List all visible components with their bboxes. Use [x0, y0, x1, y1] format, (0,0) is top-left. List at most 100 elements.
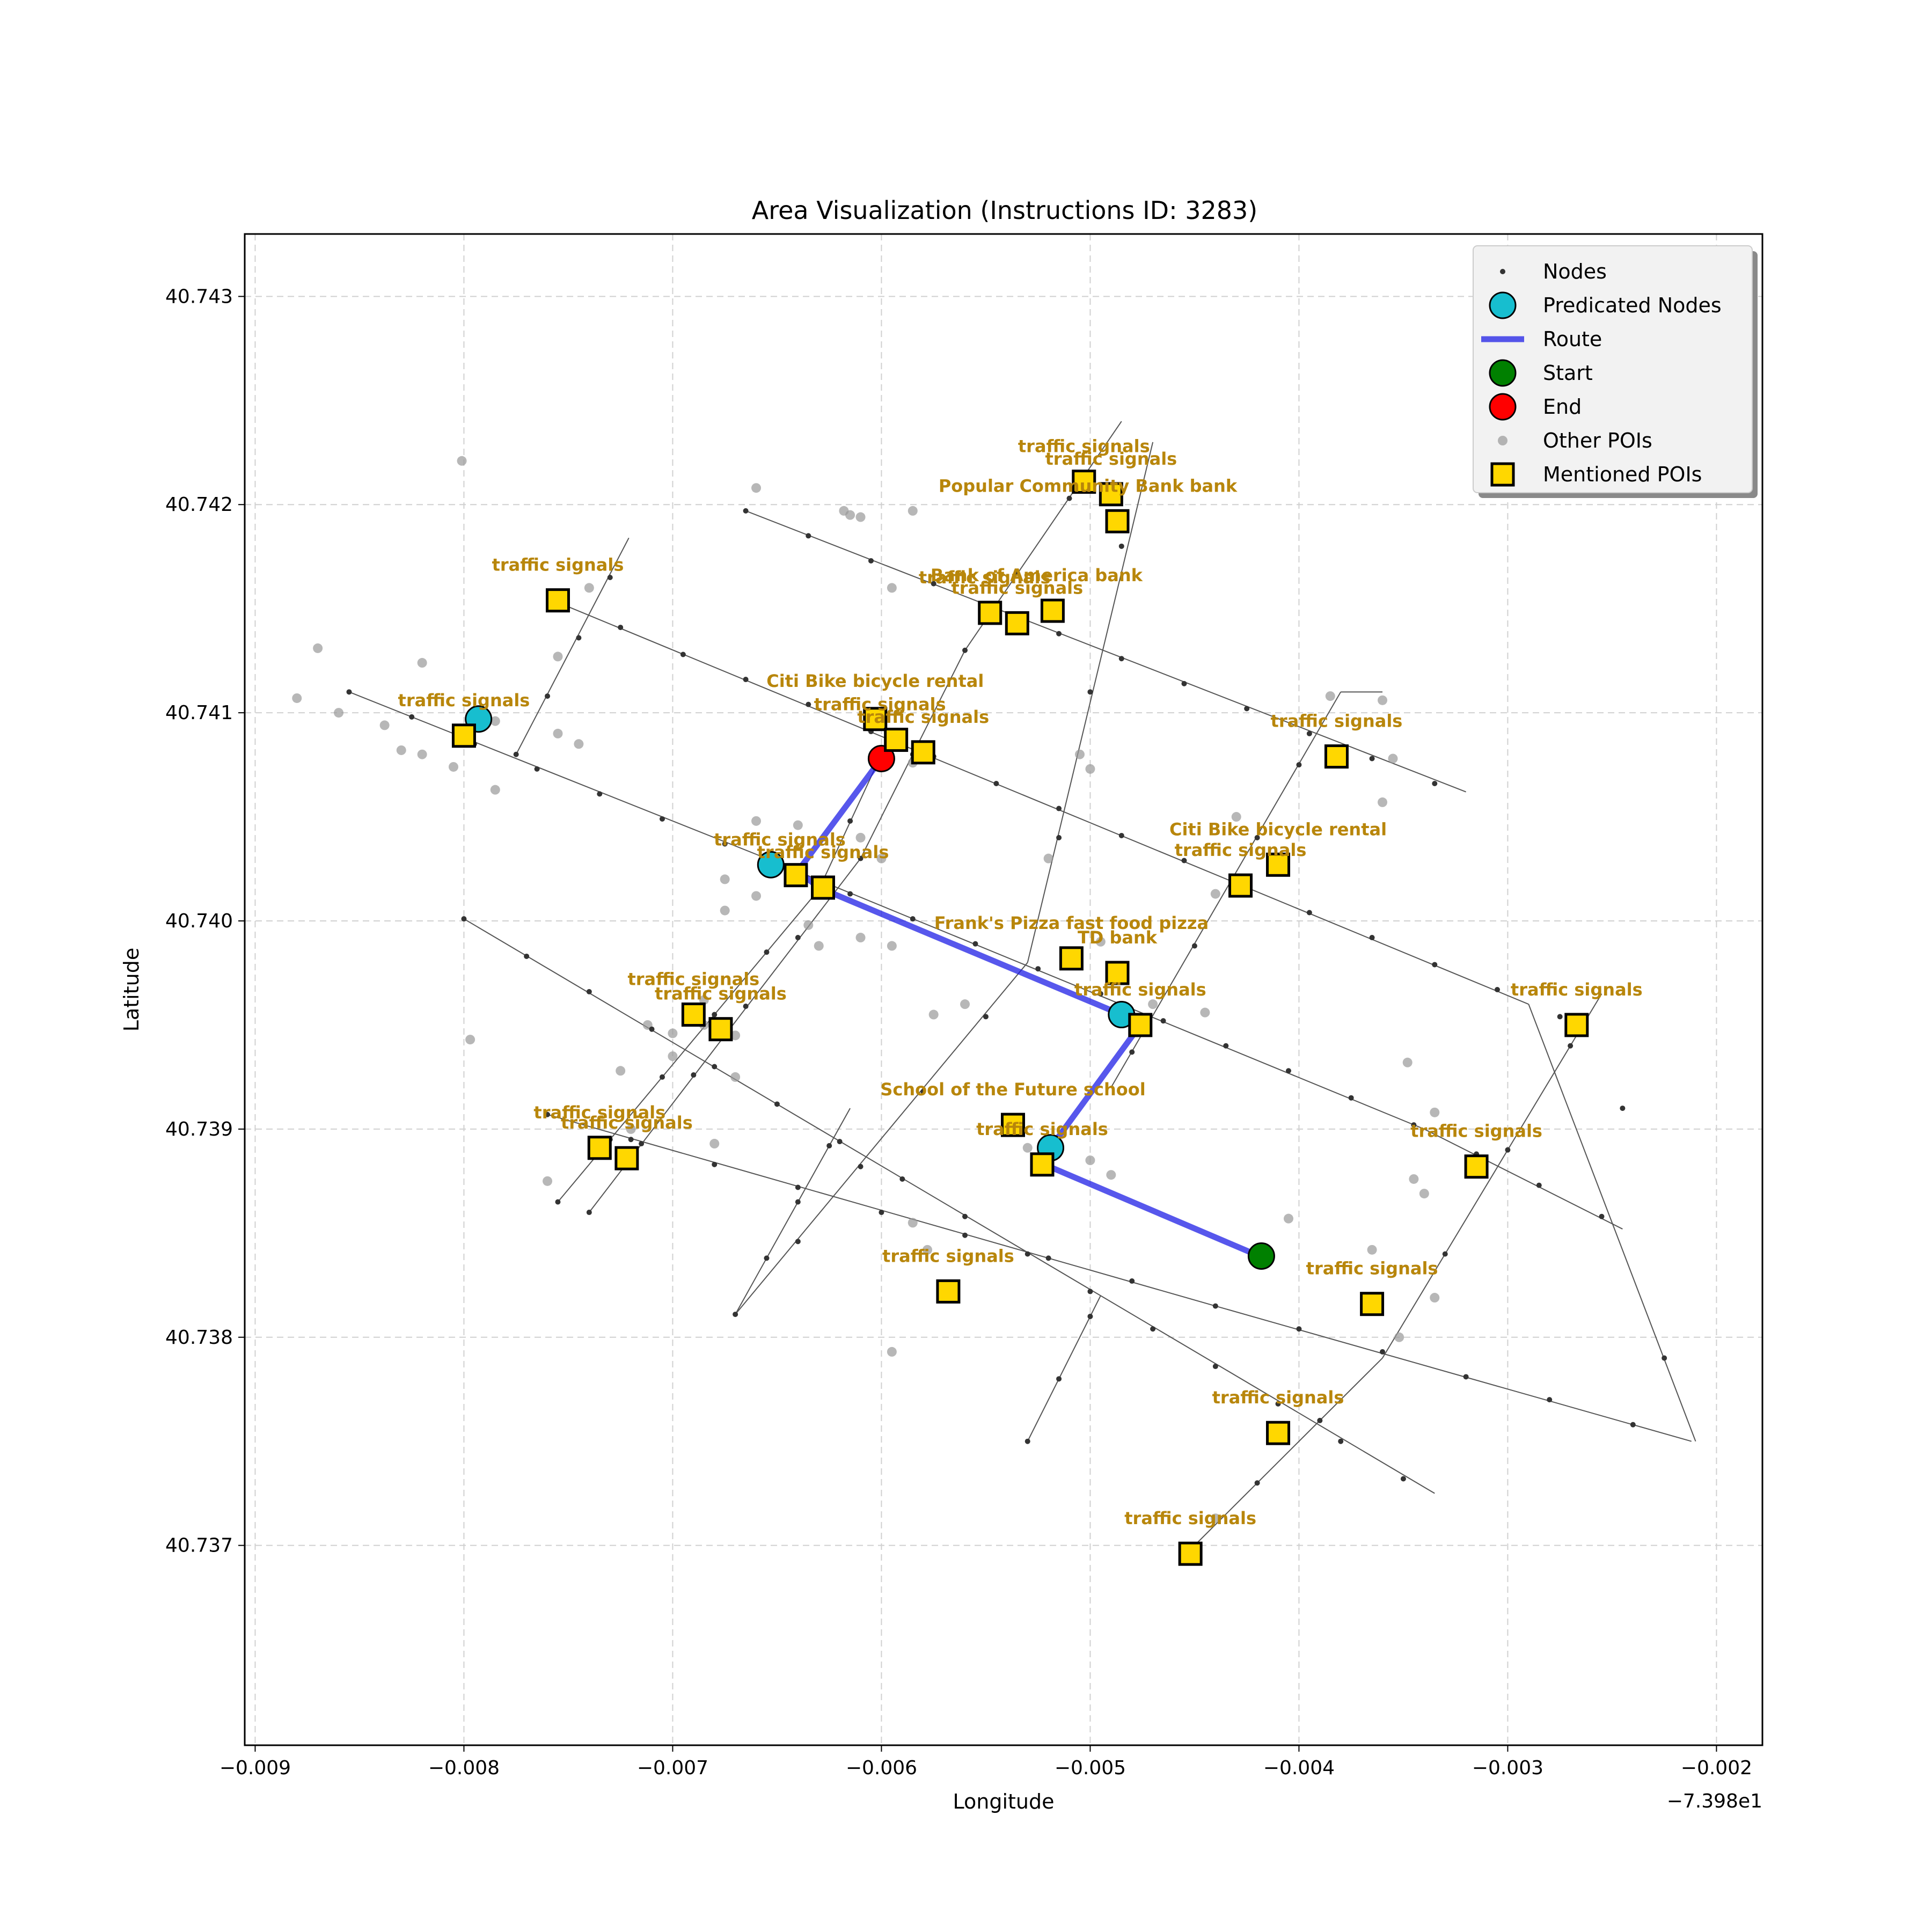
- node-marker: [795, 1184, 801, 1190]
- node-marker: [962, 647, 968, 653]
- node-marker: [1599, 1213, 1605, 1219]
- street-segment: [1194, 1357, 1383, 1546]
- node-marker: [1191, 943, 1197, 949]
- other-poi-marker: [908, 1218, 918, 1228]
- other-poi-marker: [1283, 1213, 1293, 1224]
- other-poi-marker: [730, 1072, 741, 1082]
- other-poi-marker: [1394, 1332, 1404, 1342]
- node-marker: [1620, 1106, 1626, 1111]
- other-poi-marker: [457, 456, 467, 466]
- x-tick-label: −0.007: [637, 1757, 708, 1779]
- other-poi-marker: [928, 1009, 939, 1020]
- x-tick-label: −0.004: [1263, 1757, 1335, 1779]
- node-marker: [795, 1199, 801, 1205]
- other-poi-marker: [553, 652, 563, 662]
- node-marker: [1129, 1049, 1135, 1055]
- legend-label: Predicated Nodes: [1543, 294, 1722, 317]
- node-marker: [1223, 1043, 1229, 1049]
- mentioned-poi-marker: [1059, 946, 1084, 971]
- other-poi-marker: [1106, 1170, 1116, 1180]
- other-poi-marker: [1231, 812, 1241, 822]
- node-marker: [1369, 756, 1375, 762]
- node-marker: [910, 916, 916, 922]
- node-marker: [534, 766, 540, 772]
- poi-label: traffic signals: [714, 830, 846, 850]
- node-marker: [868, 558, 874, 564]
- legend-box: [1473, 245, 1753, 493]
- other-poi-marker: [1378, 797, 1388, 807]
- other-poi-marker: [793, 820, 803, 830]
- mentioned-poi-marker: [451, 723, 476, 748]
- other-poi-marker: [855, 512, 866, 522]
- node-marker: [1244, 706, 1250, 712]
- poi-label: traffic signals: [627, 969, 759, 990]
- x-offset-label: −7.398e1: [1667, 1790, 1762, 1812]
- poi-label: traffic signals: [492, 555, 624, 575]
- poi-label: traffic signals: [1124, 1508, 1256, 1528]
- other-poi-marker: [668, 1028, 678, 1038]
- mentioned-poi-marker: [1030, 1152, 1055, 1177]
- legend: Nodes Predicated Nodes Route Start End Other …: [1473, 245, 1758, 498]
- other-poi-marker: [292, 693, 302, 703]
- node-marker: [346, 689, 352, 695]
- mentioned-poi-marker: [1464, 1154, 1489, 1179]
- node-marker: [1494, 987, 1500, 992]
- other-poi-marker: [855, 832, 866, 843]
- predicated-node-marker: [757, 851, 785, 879]
- legend-label: Mentioned POIs: [1543, 463, 1702, 486]
- node-marker: [576, 635, 582, 641]
- poi-label: traffic signals: [1410, 1121, 1542, 1141]
- other-poi-marker: [814, 941, 824, 951]
- other-poi-marker: [1419, 1189, 1429, 1199]
- other-poi-marker: [855, 933, 866, 943]
- mentioned-poi-marker: [1178, 1541, 1203, 1566]
- node-marker: [1547, 1397, 1553, 1403]
- x-tick-label: −0.005: [1055, 1757, 1126, 1779]
- poi-label: traffic signals: [757, 842, 889, 862]
- node-marker: [1306, 910, 1312, 916]
- poi-label: traffic signals: [1175, 840, 1307, 860]
- other-poi-marker: [1043, 853, 1053, 863]
- other-poi-marker: [616, 1066, 626, 1076]
- other-poi-marker: [543, 1176, 553, 1186]
- other-poi-marker: [751, 891, 762, 901]
- node-marker: [826, 1143, 832, 1148]
- poi-label: traffic signals: [1511, 979, 1643, 1000]
- y-tick-label: 40.738: [165, 1327, 233, 1349]
- mentioned-poi-marker: [1360, 1292, 1385, 1316]
- mentioned-poi-marker: [1099, 482, 1123, 507]
- poi-label: traffic signals: [1074, 979, 1206, 1000]
- poi-label: traffic signals: [814, 694, 946, 715]
- mentioned-poi-marker: [936, 1279, 961, 1304]
- node-marker: [993, 781, 999, 786]
- node-marker: [743, 508, 749, 514]
- node-marker: [1568, 1043, 1574, 1049]
- node-marker: [962, 1213, 968, 1219]
- other-poi-marker: [1378, 695, 1388, 705]
- poi-label: traffic signals: [533, 1102, 665, 1123]
- poi-label: traffic signals: [951, 577, 1083, 598]
- node-marker: [1285, 1068, 1291, 1074]
- other-poi-marker: [1148, 999, 1158, 1009]
- mentioned-poi-marker: [784, 863, 808, 888]
- node-marker: [680, 652, 686, 657]
- node-marker: [1087, 1313, 1093, 1319]
- node-marker: [1432, 962, 1438, 968]
- x-tick-label: −0.006: [846, 1757, 917, 1779]
- street-segment: [735, 1108, 851, 1315]
- street-segment: [515, 537, 630, 755]
- node-marker: [1118, 543, 1124, 549]
- node-marker: [1056, 1376, 1062, 1382]
- poi-label: School of the Future school: [880, 1079, 1145, 1100]
- poi-label: traffic signals: [857, 707, 989, 727]
- y-tick-label: 40.741: [165, 702, 233, 724]
- node-marker: [1348, 1095, 1354, 1101]
- node-marker: [1024, 1438, 1030, 1444]
- other-poi-marker: [1095, 936, 1106, 947]
- mentioned-poi-marker: [708, 1017, 733, 1042]
- mentioned-poi-marker: [545, 588, 570, 613]
- street-segment: [756, 853, 1425, 1130]
- other-poi-marker: [584, 583, 594, 593]
- street-nodes: [346, 495, 1667, 1548]
